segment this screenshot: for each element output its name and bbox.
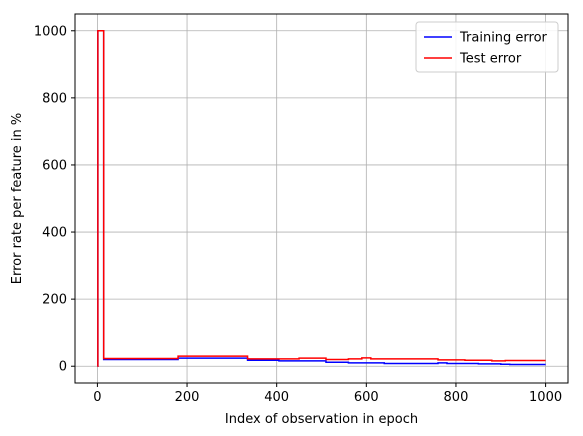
grid <box>75 14 568 383</box>
y-tick-label: 400 <box>42 226 67 241</box>
x-tick-label: 200 <box>175 390 200 405</box>
x-axis-label: Index of observation in epoch <box>225 412 418 427</box>
series-line-training-error <box>97 30 546 367</box>
y-tick-label: 800 <box>42 91 67 106</box>
x-tick-label: 600 <box>354 390 379 405</box>
ticks: 0 200 400 600 800 1000 0 200 400 600 800 1000 <box>34 24 562 405</box>
y-tick-label: 200 <box>42 293 67 308</box>
x-tick-label: 400 <box>264 390 289 405</box>
x-tick-label: 1000 <box>529 390 562 405</box>
plot-frame <box>74 13 569 384</box>
x-tick-label: 0 <box>93 390 101 405</box>
x-tick-label: 800 <box>444 390 469 405</box>
legend: Training error Test error <box>415 21 559 73</box>
y-tick-label: 1000 <box>34 24 67 39</box>
legend-label: Training error <box>459 31 548 46</box>
series-layer <box>97 30 546 367</box>
legend-box <box>415 21 559 73</box>
y-tick-label: 600 <box>42 158 67 173</box>
series-line-test-error <box>97 30 546 367</box>
y-axis-label: Error rate per feature in % <box>10 113 25 285</box>
legend-label: Test error <box>459 52 522 67</box>
y-tick-label: 0 <box>59 360 67 375</box>
